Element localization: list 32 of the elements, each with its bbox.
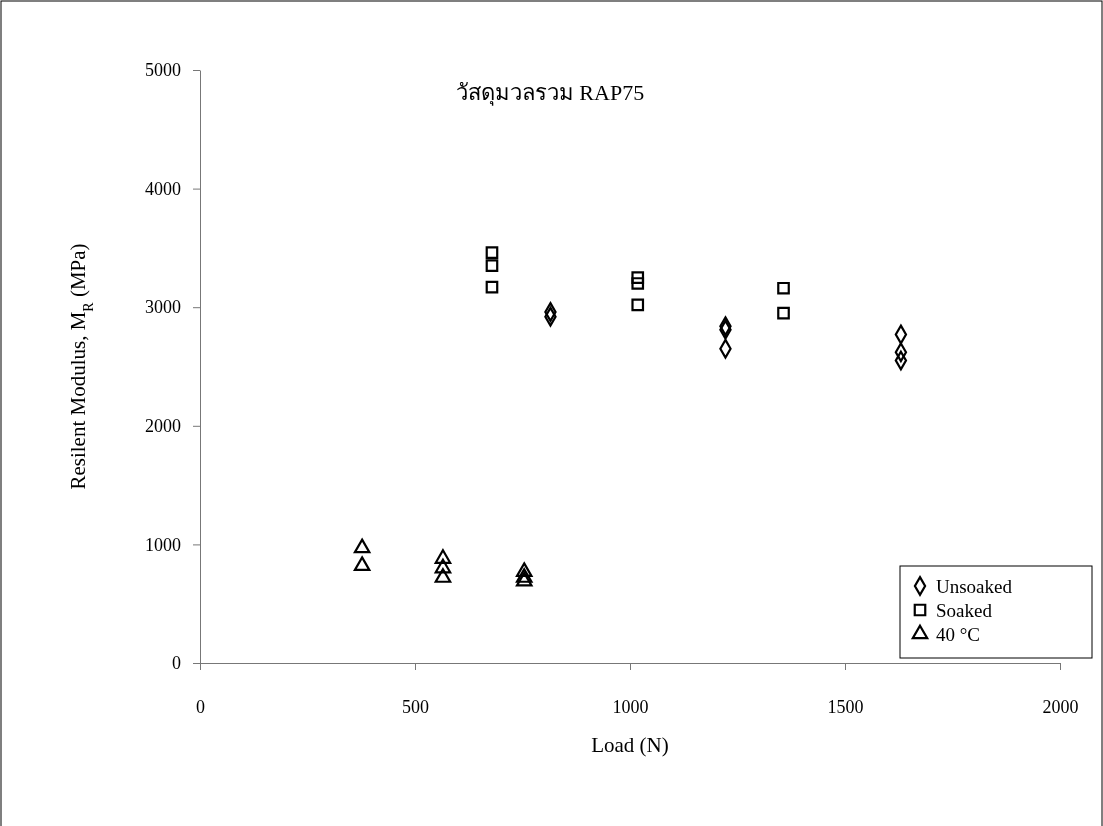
x-tick-label: 500 [402, 696, 429, 717]
legend-label: 40 °C [936, 624, 981, 645]
y-tick-label: 4000 [145, 178, 181, 199]
y-tick-label: 3000 [145, 297, 181, 318]
point [434, 549, 452, 564]
y-tick-label: 1000 [145, 534, 181, 555]
point [515, 571, 533, 587]
y-tick-label: 2000 [145, 416, 181, 437]
y-tick-label: 5000 [145, 60, 181, 81]
point [485, 259, 499, 273]
point [631, 271, 645, 284]
legend-label: Unsoaked [936, 576, 1013, 597]
point [434, 558, 452, 574]
point [434, 568, 452, 583]
x-tick-label: 1000 [612, 696, 649, 717]
x-tick-label: 0 [196, 696, 205, 717]
point [353, 556, 371, 572]
x-axis-title: Load (N) [591, 733, 669, 757]
point [777, 281, 790, 295]
point [515, 562, 533, 577]
x-tick-label: 2000 [1042, 696, 1079, 717]
chart-title: วัสดุมวลรวม RAP75 [455, 80, 645, 106]
point [485, 280, 499, 294]
point [631, 277, 645, 290]
x-tick-label: 1500 [827, 696, 864, 717]
point [515, 568, 533, 583]
point [353, 538, 371, 554]
legend-label: Soaked [936, 600, 993, 621]
point [631, 298, 645, 312]
point [485, 246, 499, 259]
point [777, 306, 790, 320]
y-tick-label: 0 [172, 653, 181, 674]
